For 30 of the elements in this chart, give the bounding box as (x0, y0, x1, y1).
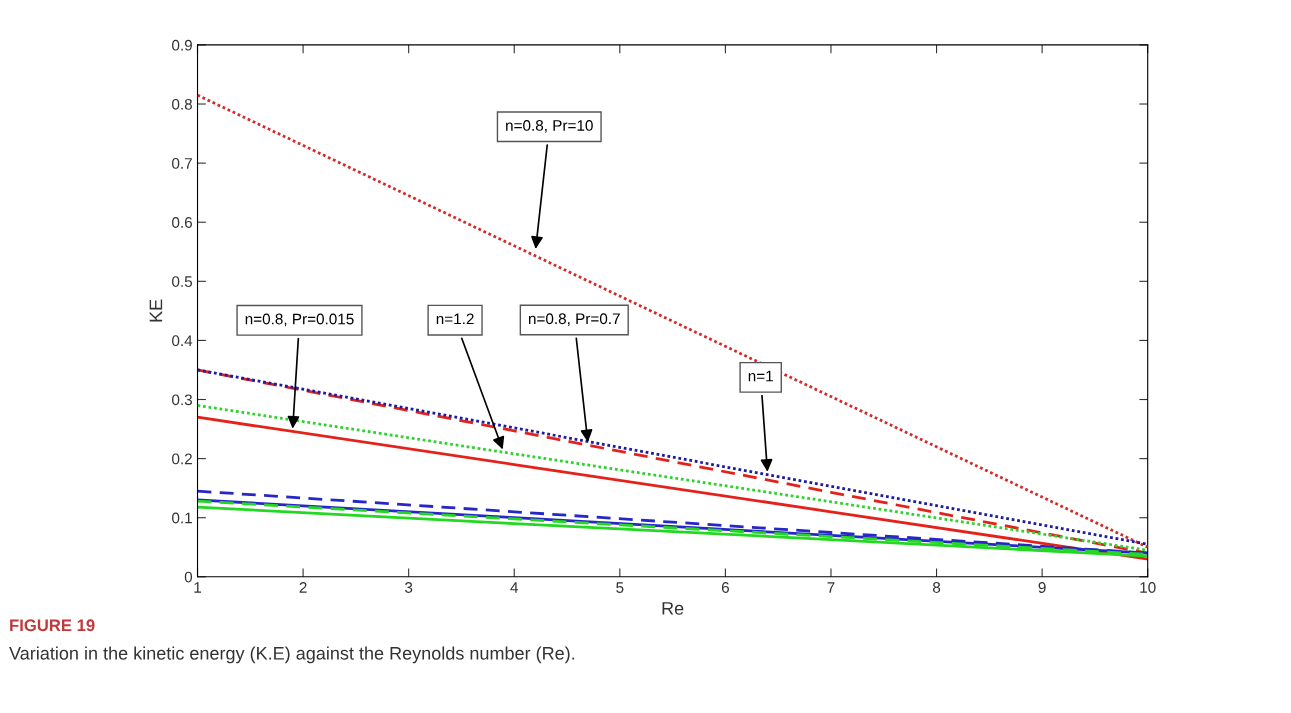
annotation: n=1 (748, 370, 773, 382)
x-tick-label: 9 (1038, 582, 1046, 593)
x-axis-title: Re (662, 602, 684, 615)
annotation: n=0.8, Pr=0.7 (528, 313, 620, 326)
x-tick-label: 5 (616, 582, 624, 593)
x-tick-label: 7 (827, 582, 835, 593)
y-tick-label: 0.6 (172, 217, 192, 228)
annotation: n=0.8, Pr=0.015 (245, 313, 354, 327)
y-tick-label: 0.5 (172, 276, 193, 287)
x-tick-label: 3 (405, 582, 413, 593)
caption: FIGURE 19 (10, 619, 95, 632)
x-tick-label: 10 (1140, 582, 1156, 593)
x-tick-label: 4 (510, 582, 519, 593)
x-tick-label: 1 (194, 582, 202, 593)
x-tick-label: 8 (932, 582, 941, 593)
y-tick-label: 0.8 (172, 98, 192, 110)
x-tick-label: 6 (721, 582, 729, 593)
y-tick-label: 0 (184, 571, 193, 583)
y-tick-label: 0.9 (172, 39, 192, 51)
y-tick-label: 0.3 (172, 394, 192, 406)
text: Variation in the kinetic energy (K.E) against the Reynolds number (Re). (9, 646, 575, 664)
y-tick-label: 0.7 (172, 157, 192, 169)
y-tick-label: 0.2 (172, 453, 192, 465)
line-series (197, 93, 1148, 549)
y-axis-title: KE (149, 299, 163, 322)
x-tick-label: 2 (299, 582, 307, 593)
y-tick-label: 0.4 (172, 335, 193, 347)
annotation: n=1.2 (436, 313, 474, 325)
annotation: n=0.8, Pr=10 (506, 120, 593, 133)
y-tick-label: 0.1 (172, 512, 192, 524)
